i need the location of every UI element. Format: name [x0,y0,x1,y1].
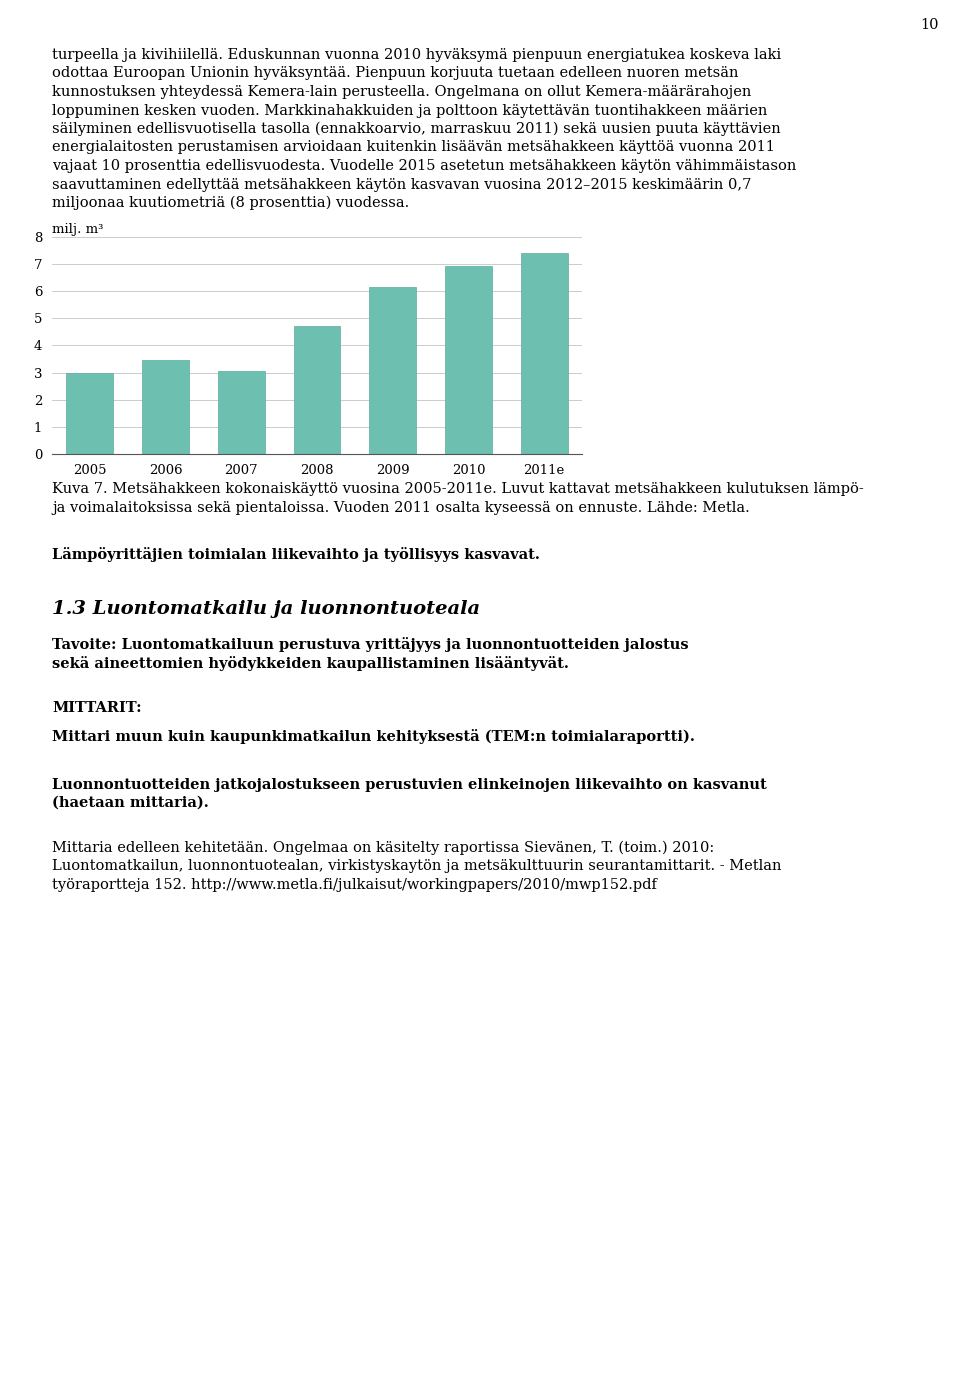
Text: loppuminen kesken vuoden. Markkinahakkuiden ja polttoon käytettävän tuontihakkee: loppuminen kesken vuoden. Markkinahakkui… [52,104,767,118]
Text: työraportteja 152. http://www.metla.fi/julkaisut/workingpapers/2010/mwp152.pdf: työraportteja 152. http://www.metla.fi/j… [52,878,657,892]
Bar [520,252,567,455]
Text: (haetaan mittaria).: (haetaan mittaria). [52,796,208,810]
Bar [142,361,189,455]
Bar [218,372,265,455]
Text: miljoonaa kuutiometriä (8 prosenttia) vuodessa.: miljoonaa kuutiometriä (8 prosenttia) vu… [52,196,409,211]
Text: 1.3 Luontomatkailu ja luonnontuoteala: 1.3 Luontomatkailu ja luonnontuoteala [52,599,480,617]
Text: 10: 10 [920,18,939,32]
Text: Luontomatkailun, luonnontuotealan, virkistyskaytön ja metsäkulttuurin seurantami: Luontomatkailun, luonnontuotealan, virki… [52,859,781,872]
Text: Tavoite: Luontomatkailuun perustuva yrittäjyys ja luonnontuotteiden jalostus: Tavoite: Luontomatkailuun perustuva yrit… [52,638,688,652]
Text: MITTARIT:: MITTARIT: [52,700,142,714]
Text: kunnostuksen yhteydessä Kemera-lain perusteella. Ongelmana on ollut Kemera-määrä: kunnostuksen yhteydessä Kemera-lain peru… [52,85,752,98]
Text: saavuttaminen edellyttää metsähakkeen käytön kasvavan vuosina 2012–2015 keskimää: saavuttaminen edellyttää metsähakkeen kä… [52,178,752,191]
Text: odottaa Euroopan Unionin hyväksyntää. Pienpuun korjuuta tuetaan edelleen nuoren : odottaa Euroopan Unionin hyväksyntää. Pi… [52,67,738,80]
Text: Kuva 7. Metsähakkeen kokonaiskäyttö vuosina 2005-2011e. Luvut kattavat metsähakk: Kuva 7. Metsähakkeen kokonaiskäyttö vuos… [52,483,864,497]
Text: sekä aineettomien hyödykkeiden kaupallistaminen lisääntyvät.: sekä aineettomien hyödykkeiden kaupallis… [52,656,569,671]
Text: Mittari muun kuin kaupunkimatkailun kehityksestä (TEM:n toimialaraportti).: Mittari muun kuin kaupunkimatkailun kehi… [52,730,695,743]
Text: energialaitosten perustamisen arvioidaan kuitenkin lisäävän metsähakkeen käyttöä: energialaitosten perustamisen arvioidaan… [52,140,775,154]
Text: säilyminen edellisvuotisella tasolla (ennakkoarvio, marraskuu 2011) sekä uusien : säilyminen edellisvuotisella tasolla (en… [52,122,780,136]
Text: turpeella ja kivihiilellä. Eduskunnan vuonna 2010 hyväksymä pienpuun energiatuke: turpeella ja kivihiilellä. Eduskunnan vu… [52,49,781,62]
Bar [66,373,113,455]
Text: milj. m³: milj. m³ [52,222,104,236]
Bar [444,266,492,455]
Text: ja voimalaitoksissa sekä pientaloissa. Vuoden 2011 osalta kyseessä on ennuste. L: ja voimalaitoksissa sekä pientaloissa. V… [52,501,750,515]
Text: vajaat 10 prosenttia edellisvuodesta. Vuodelle 2015 asetetun metsähakkeen käytön: vajaat 10 prosenttia edellisvuodesta. Vu… [52,160,797,173]
Text: Mittaria edelleen kehitetään. Ongelmaa on käsitelty raportissa Sievänen, T. (toi: Mittaria edelleen kehitetään. Ongelmaa o… [52,841,714,854]
Bar [294,326,341,455]
Bar [370,287,417,455]
Text: Luonnontuotteiden jatkojalostukseen perustuvien elinkeinojen liikevaihto on kasv: Luonnontuotteiden jatkojalostukseen peru… [52,778,767,792]
Text: Lämpöyrittäjien toimialan liikevaihto ja työllisyys kasvavat.: Lämpöyrittäjien toimialan liikevaihto ja… [52,548,540,563]
